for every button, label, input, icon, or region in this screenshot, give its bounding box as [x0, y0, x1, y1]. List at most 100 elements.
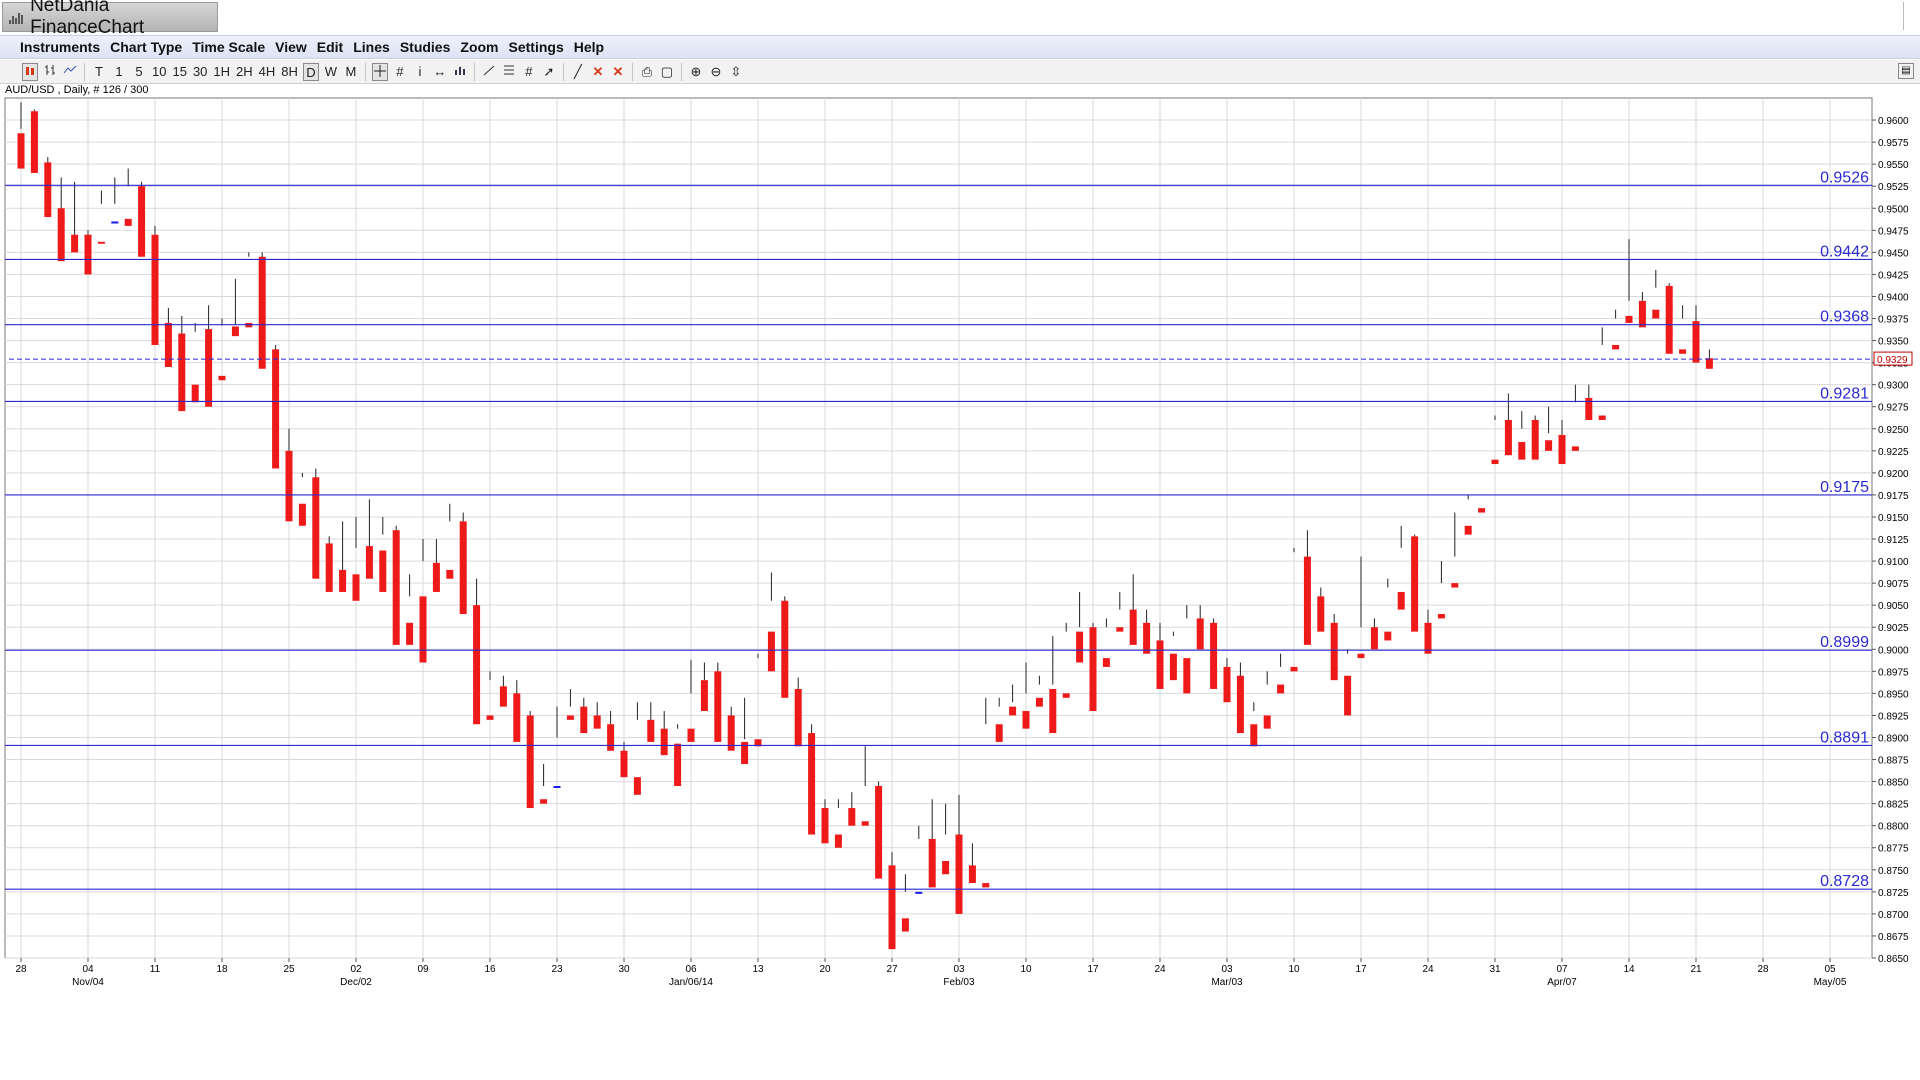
y-tick-label: 0.8775	[1878, 844, 1909, 855]
x-tick-label: 13	[752, 964, 764, 975]
candle-body	[1612, 344, 1620, 350]
delete-icon[interactable]: ✕	[592, 63, 604, 79]
crosshair-icon[interactable]	[371, 62, 388, 81]
candle-chart-icon[interactable]	[22, 62, 38, 81]
y-tick-label: 0.9250	[1878, 425, 1909, 436]
price-chart[interactable]: 0.8650 0.8675 0.8700 0.8725 0.8750 0.8775 0.88…	[0, 95, 1920, 1015]
candle-body	[1571, 446, 1579, 451]
timescale-t[interactable]: T	[95, 63, 103, 79]
arrow-icon[interactable]: ➚	[543, 63, 555, 79]
timescale-4h[interactable]: 4H	[258, 63, 276, 79]
x-month-label: Apr/07	[1547, 977, 1577, 988]
zoom-fit-icon[interactable]: ⇳	[730, 63, 742, 79]
level-label: 0.9526	[1820, 169, 1869, 186]
x-month-label: Feb/03	[943, 977, 975, 988]
app-tab[interactable]: NetDania FinanceChart	[2, 0, 218, 38]
y-tick-label: 0.9175	[1878, 491, 1909, 502]
y-tick-label: 0.9125	[1878, 535, 1909, 546]
zoom-in-icon[interactable]: ⊕	[690, 63, 702, 79]
toolbar-separator	[84, 62, 85, 81]
x-tick-label: 11	[150, 964, 161, 975]
timescale-w[interactable]: W	[324, 63, 338, 79]
menu-time-scale[interactable]: Time Scale	[192, 39, 266, 55]
menu-studies[interactable]: Studies	[399, 39, 451, 55]
x-tick-label: 17	[1087, 964, 1099, 975]
candle-body	[1236, 675, 1244, 734]
y-tick-label: 0.9050	[1878, 601, 1909, 612]
candle-body	[1665, 285, 1673, 354]
timescale-m[interactable]: M	[345, 63, 357, 79]
candle-body	[1009, 706, 1017, 716]
timescale-d[interactable]: D	[302, 62, 319, 81]
candle-body	[205, 329, 213, 407]
toolbar-separator	[473, 62, 475, 81]
menu-instruments[interactable]: Instruments	[20, 39, 101, 55]
timescale-2h[interactable]: 2H	[236, 63, 253, 79]
timescale-10[interactable]: 10	[152, 63, 167, 79]
grid-icon[interactable]: #	[396, 63, 404, 79]
timescale-8h[interactable]: 8H	[281, 63, 298, 79]
level-label: 0.9281	[1820, 385, 1869, 402]
bar-chart-icon[interactable]	[42, 63, 58, 81]
x-tick-label: 14	[1623, 964, 1635, 975]
print-preview-icon[interactable]: ▢	[660, 63, 674, 79]
panel-toggle-icon[interactable]: ▤	[1898, 63, 1914, 79]
candle-body	[901, 918, 909, 932]
y-tick-label: 0.9350	[1878, 337, 1909, 348]
menu-view[interactable]: View	[275, 39, 307, 55]
menu-help[interactable]: Help	[573, 39, 605, 55]
candle-body	[888, 865, 896, 950]
candle-body	[1102, 658, 1110, 667]
fibonacci-icon[interactable]	[501, 63, 517, 81]
candle-body	[995, 724, 1003, 742]
y-tick-label: 0.8975	[1878, 667, 1909, 678]
y-tick-label: 0.8750	[1878, 866, 1909, 877]
candle-body	[1250, 724, 1258, 747]
candle-body	[1116, 627, 1124, 632]
zoom-out-icon[interactable]: ⊖	[710, 63, 722, 79]
x-tick-label: 28	[15, 964, 27, 975]
y-tick-label: 0.9425	[1878, 270, 1909, 281]
timescale-30[interactable]: 30	[192, 63, 208, 79]
print-icon[interactable]: ⎙	[641, 63, 653, 79]
candle-body	[298, 503, 306, 526]
menu-edit[interactable]: Edit	[316, 39, 344, 55]
candle-body	[714, 671, 722, 742]
timescale-1[interactable]: 1	[115, 63, 123, 79]
volume-icon[interactable]	[452, 63, 468, 81]
candle-body	[526, 715, 534, 809]
timescale-1h[interactable]: 1H	[213, 63, 231, 79]
info-icon[interactable]: i	[418, 63, 422, 79]
pan-icon[interactable]: ↔	[433, 63, 447, 79]
x-month-label: May/05	[1814, 977, 1847, 988]
channel-icon[interactable]: #	[525, 63, 533, 79]
candle-body	[687, 728, 695, 742]
candle-body	[231, 326, 239, 337]
candle-body	[124, 218, 132, 226]
menu-zoom[interactable]: Zoom	[460, 39, 499, 55]
menu-settings[interactable]: Settings	[508, 39, 564, 55]
candle-body	[1263, 715, 1271, 729]
timescale-15[interactable]: 15	[172, 63, 187, 79]
draw-line-icon[interactable]: ╱	[573, 63, 582, 79]
toolbar-separator	[562, 62, 564, 81]
line-chart-icon[interactable]	[62, 63, 78, 81]
x-tick-label: 03	[953, 964, 965, 975]
menu-lines[interactable]: Lines	[353, 39, 390, 55]
plot-area	[4, 97, 1873, 959]
candle-body	[258, 256, 266, 369]
y-tick-label: 0.8700	[1878, 910, 1909, 921]
candle-body	[1411, 536, 1419, 632]
delete-all-icon[interactable]: ✕	[612, 63, 624, 79]
timescale-5[interactable]: 5	[135, 63, 143, 79]
candle-body	[1290, 666, 1298, 672]
x-tick-label: 07	[1556, 964, 1568, 975]
menu-chart-type[interactable]: Chart Type	[110, 39, 183, 55]
candle-body	[1169, 653, 1177, 681]
level-label: 0.8728	[1820, 873, 1869, 890]
y-tick-label: 0.9375	[1878, 315, 1909, 326]
candle-body	[446, 569, 454, 579]
trendline-icon[interactable]	[481, 63, 497, 81]
y-tick-label: 0.9500	[1878, 204, 1909, 215]
candle-body	[1638, 300, 1646, 328]
